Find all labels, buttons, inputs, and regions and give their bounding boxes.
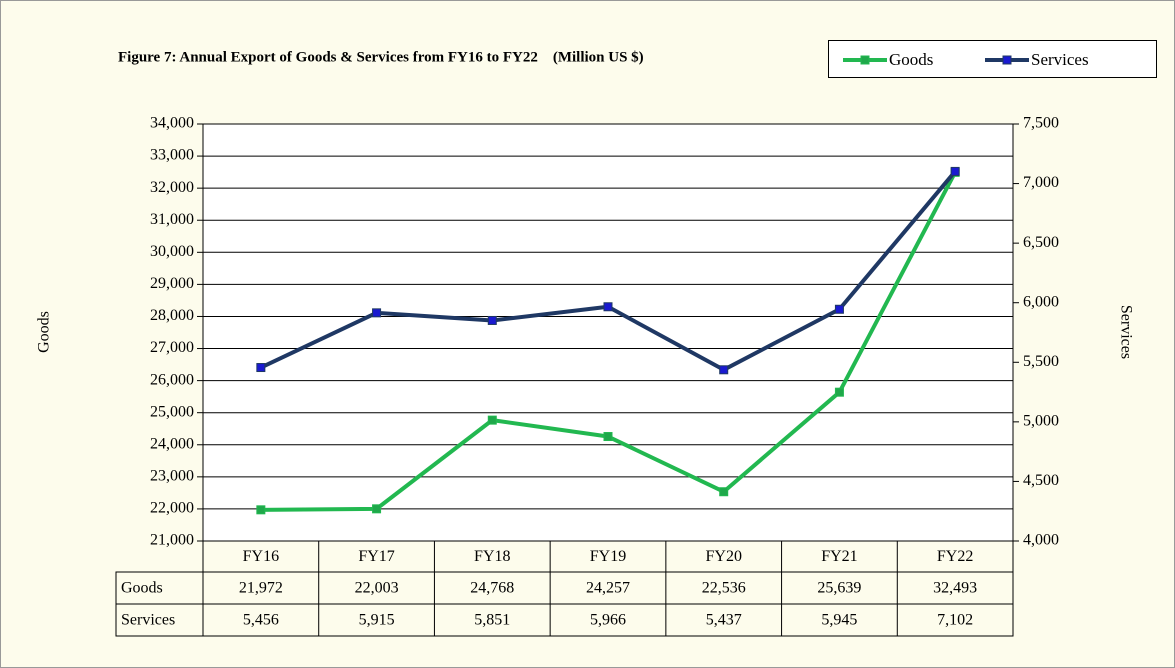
y2-tick-label: 6,000 xyxy=(1023,293,1059,310)
y2-tick-label: 7,000 xyxy=(1023,174,1059,191)
x-tick-label: FY19 xyxy=(590,548,626,565)
data-table-value: 21,972 xyxy=(239,580,283,597)
marker xyxy=(372,504,382,514)
y2-tick-label: 4,500 xyxy=(1023,472,1059,489)
y2-axis-label: Services xyxy=(1117,305,1134,359)
data-table-value: 5,456 xyxy=(243,612,279,629)
y-axis-label: Goods xyxy=(36,311,53,353)
data-table-value: 24,768 xyxy=(470,580,514,597)
marker xyxy=(834,304,844,314)
data-table-row-label: Goods xyxy=(121,580,163,597)
marker xyxy=(603,432,613,442)
y2-tick-label: 7,500 xyxy=(1023,115,1059,132)
data-table-value: 5,437 xyxy=(706,612,742,629)
y-tick-label: 33,000 xyxy=(150,147,194,164)
data-table-value: 5,945 xyxy=(821,612,857,629)
y2-tick-label: 5,000 xyxy=(1023,413,1059,430)
data-table-value: 5,915 xyxy=(359,612,395,629)
legend-label: Services xyxy=(1031,50,1089,69)
legend-marker xyxy=(1002,55,1012,65)
marker xyxy=(603,302,613,312)
x-tick-label: FY22 xyxy=(937,548,973,565)
y-tick-label: 32,000 xyxy=(150,179,194,196)
data-table-value: 22,003 xyxy=(355,580,399,597)
y-tick-label: 30,000 xyxy=(150,243,194,260)
y-tick-label: 31,000 xyxy=(150,211,194,228)
y-tick-label: 28,000 xyxy=(150,307,194,324)
data-table-value: 5,966 xyxy=(590,612,626,629)
x-tick-label: FY17 xyxy=(358,548,394,565)
y-tick-label: 24,000 xyxy=(150,435,194,452)
x-tick-label: FY20 xyxy=(705,548,741,565)
data-table-value: 22,536 xyxy=(702,580,746,597)
plot-area xyxy=(203,124,1013,541)
x-tick-label: FY16 xyxy=(243,548,279,565)
y-tick-label: 34,000 xyxy=(150,115,194,132)
marker xyxy=(719,487,729,497)
data-table-value: 7,102 xyxy=(937,612,973,629)
marker xyxy=(834,387,844,397)
marker xyxy=(487,415,497,425)
marker xyxy=(719,365,729,375)
chart-title: Figure 7: Annual Export of Goods & Servi… xyxy=(118,49,644,65)
data-table-value: 32,493 xyxy=(933,580,977,597)
y-tick-label: 22,000 xyxy=(150,500,194,517)
x-tick-label: FY21 xyxy=(821,548,857,565)
marker xyxy=(950,166,960,176)
y2-tick-label: 6,500 xyxy=(1023,234,1059,251)
data-table-row-label: Services xyxy=(121,612,175,629)
y-tick-label: 21,000 xyxy=(150,532,194,549)
y-tick-label: 25,000 xyxy=(150,403,194,420)
data-table-value: 24,257 xyxy=(586,580,630,597)
y-tick-label: 29,000 xyxy=(150,275,194,292)
y-tick-label: 27,000 xyxy=(150,339,194,356)
y2-tick-label: 4,000 xyxy=(1023,532,1059,549)
y-tick-label: 26,000 xyxy=(150,371,194,388)
y-tick-label: 23,000 xyxy=(150,468,194,485)
y2-tick-label: 5,500 xyxy=(1023,353,1059,370)
legend-label: Goods xyxy=(889,50,933,69)
marker xyxy=(256,363,266,373)
data-table-value: 25,639 xyxy=(817,580,861,597)
x-tick-label: FY18 xyxy=(474,548,510,565)
legend-marker xyxy=(860,55,870,65)
marker xyxy=(256,505,266,515)
marker xyxy=(372,308,382,318)
marker xyxy=(487,315,497,325)
data-table-value: 5,851 xyxy=(474,612,510,629)
